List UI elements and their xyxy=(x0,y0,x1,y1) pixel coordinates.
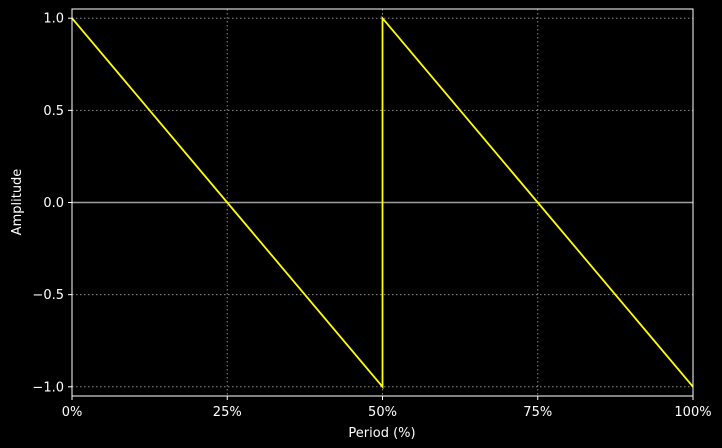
x-tick-label: 50% xyxy=(368,405,397,420)
series-line-0 xyxy=(71,15,694,390)
y-tick-label: −0.5 xyxy=(32,288,64,303)
x-tick-label: 100% xyxy=(674,405,711,420)
y-tick-labels: −1.0 −0.5 0.0 0.5 1.0 xyxy=(32,12,64,396)
x-tick-label: 0% xyxy=(62,405,83,420)
y-axis-label: Amplitude xyxy=(10,169,25,236)
y-tick-label: 0.5 xyxy=(43,104,64,119)
x-tick-label: 75% xyxy=(523,405,552,420)
y-tick-label: −1.0 xyxy=(32,380,64,395)
x-axis-label: Period (%) xyxy=(348,426,415,441)
tick-marks xyxy=(68,17,694,400)
series-layer xyxy=(71,15,694,390)
y-tick-label: 0.0 xyxy=(43,196,64,211)
x-tick-labels: 0% 25% 50% 75% 100% xyxy=(62,405,712,420)
x-tick-label: 25% xyxy=(213,405,242,420)
y-tick-label: 1.0 xyxy=(43,12,64,27)
